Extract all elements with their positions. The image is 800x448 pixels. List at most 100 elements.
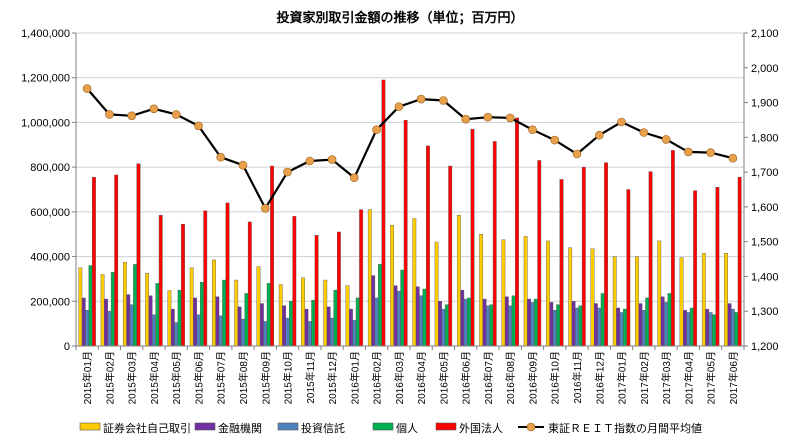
bar xyxy=(460,289,465,347)
line-point xyxy=(439,96,448,105)
reit-line xyxy=(86,87,734,211)
bar xyxy=(683,310,687,347)
right-tick-label: 1,600 xyxy=(751,202,779,214)
bar xyxy=(581,166,586,347)
x-tick-label: 2017年06月 xyxy=(727,351,740,404)
bar xyxy=(578,305,583,347)
bar xyxy=(616,307,621,347)
line-point xyxy=(305,156,315,166)
bar xyxy=(597,307,602,347)
x-tick-label: 2017年01月 xyxy=(616,351,629,404)
line-point xyxy=(461,114,471,124)
bar xyxy=(378,264,382,347)
legend-label: 証券会社自己取引 xyxy=(103,421,191,435)
bar xyxy=(155,283,160,347)
left-tick-label: 1,000,000 xyxy=(21,117,70,129)
right-tick-label: 1,200 xyxy=(751,341,779,353)
grid xyxy=(76,32,744,347)
x-tick-label: 2015年06月 xyxy=(193,351,206,404)
bar xyxy=(434,241,439,347)
bar xyxy=(648,171,653,347)
bar xyxy=(708,312,713,347)
bar xyxy=(256,266,261,347)
bar xyxy=(712,314,716,347)
x-tick-label: 2015年04月 xyxy=(148,351,161,404)
line-point xyxy=(572,149,582,159)
x-tick-label: 2016年06月 xyxy=(460,351,473,404)
bar xyxy=(311,299,316,347)
bar xyxy=(152,314,156,347)
line-point xyxy=(327,155,337,164)
bar xyxy=(88,265,93,347)
line-point xyxy=(394,102,404,111)
legend-swatch xyxy=(435,422,457,431)
line-point xyxy=(105,110,114,119)
bar xyxy=(689,307,694,347)
bar xyxy=(470,128,475,347)
legend-label: 投資信託 xyxy=(301,421,345,435)
bar xyxy=(686,312,691,347)
line-point xyxy=(260,204,270,213)
x-tick-label: 2015年09月 xyxy=(259,351,272,404)
bar xyxy=(467,297,471,347)
bar xyxy=(626,189,631,347)
bar xyxy=(479,234,484,347)
bar xyxy=(359,209,364,347)
bar xyxy=(167,290,172,347)
line-point xyxy=(617,117,626,127)
bar xyxy=(289,301,293,347)
line-point xyxy=(550,135,560,145)
bar xyxy=(593,303,598,347)
bar xyxy=(266,283,271,347)
bar xyxy=(559,179,564,347)
bar xyxy=(419,295,424,347)
legend-swatch-marker xyxy=(526,422,536,432)
bar xyxy=(225,202,230,347)
line-point xyxy=(283,167,292,177)
left-tick-label: 1,400,000 xyxy=(21,28,70,40)
line-point xyxy=(528,125,537,134)
bar xyxy=(537,160,542,347)
bar xyxy=(403,119,408,347)
bar xyxy=(136,163,141,347)
x-tick-label: 2015年11月 xyxy=(304,351,317,404)
bar xyxy=(199,282,204,347)
bar xyxy=(170,308,175,347)
left-tick-label: 600,000 xyxy=(30,207,70,219)
right-tick-label: 1,700 xyxy=(751,167,779,179)
bar xyxy=(285,317,290,347)
line-point xyxy=(594,130,604,140)
left-tick-label: 1,200,000 xyxy=(21,73,70,85)
bar xyxy=(701,253,706,347)
bar xyxy=(575,307,579,347)
x-tick-label: 2015年12月 xyxy=(326,351,339,404)
bar xyxy=(657,240,662,347)
bar xyxy=(349,308,353,347)
bar xyxy=(292,216,297,347)
bar xyxy=(549,302,554,347)
bar xyxy=(133,264,137,347)
x-axis: 2015年01月 2015年02月 2015年03月 2015年04月 2015年05月… xyxy=(75,345,745,404)
bar xyxy=(715,187,720,347)
bar xyxy=(438,301,442,347)
x-tick-label: 2016年09月 xyxy=(527,351,540,404)
bar xyxy=(181,223,185,347)
bar xyxy=(234,279,239,347)
bar xyxy=(400,269,405,347)
bar xyxy=(301,277,305,347)
x-tick-label: 2017年03月 xyxy=(660,351,673,404)
right-tick-label: 1,500 xyxy=(751,237,779,249)
bar xyxy=(482,298,487,347)
line-point xyxy=(194,121,203,131)
bar xyxy=(727,303,732,347)
bar xyxy=(367,209,372,347)
bar xyxy=(523,236,528,347)
line-point xyxy=(683,147,693,157)
x-tick-label: 2016年12月 xyxy=(593,351,606,404)
bar xyxy=(734,312,739,347)
line-point xyxy=(149,104,159,114)
bar xyxy=(114,174,119,347)
bar xyxy=(110,272,115,347)
bar xyxy=(371,275,376,347)
bar xyxy=(85,310,90,347)
